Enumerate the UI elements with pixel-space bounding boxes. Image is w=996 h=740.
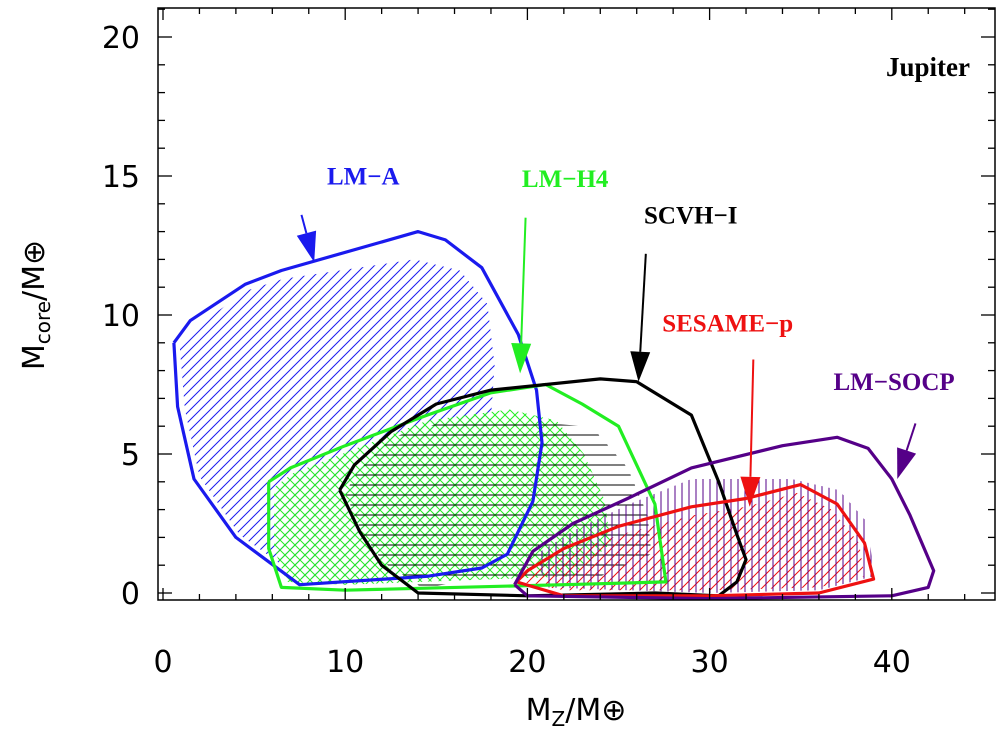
- chart-title: Jupiter: [886, 52, 970, 82]
- y-tick-label: 0: [121, 577, 140, 612]
- x-axis-label-tail: /M: [565, 693, 601, 728]
- arrow-shaft-lm-socp: [905, 423, 917, 451]
- contour-scvh-i: [338, 377, 748, 598]
- series-label-lm-socp: LM−SOCP: [833, 369, 954, 396]
- hatched-regions: [179, 259, 874, 593]
- axis-ticks: 0 10 20 30 40 0 5 10 15 20: [102, 8, 995, 680]
- x-tick-label: 40: [873, 645, 911, 680]
- y-tick-label: 15: [102, 160, 140, 195]
- arrow-head-lm-socp: [897, 447, 917, 479]
- contour-lm-h4: [267, 382, 668, 592]
- x-tick-label: 30: [691, 645, 729, 680]
- series-label-scvh-i: SCVH−I: [644, 202, 737, 229]
- y-axis-label: Mcore/M⊕: [17, 240, 55, 370]
- axes: [157, 7, 996, 601]
- contour-lm-socp: [513, 435, 936, 601]
- arrow-head-lm-h4: [511, 343, 532, 374]
- x-axis-label-main: M: [526, 693, 552, 728]
- x-axis-label-sub2: ⊕: [601, 693, 626, 728]
- x-tick-label: 20: [508, 645, 546, 680]
- y-axis-label-sub2: ⊕: [17, 240, 52, 265]
- arrow-shaft-lm-a: [300, 214, 308, 234]
- contour-outlines: [172, 230, 936, 601]
- x-axis-label-sub: Z: [552, 707, 566, 731]
- contour-sesame-p: [515, 483, 876, 598]
- y-tick-label: 5: [121, 438, 140, 473]
- x-tick-label: 0: [153, 645, 172, 680]
- y-tick-label: 10: [102, 299, 140, 334]
- arrow-shaft-scvh-i: [639, 253, 647, 352]
- series-labels: LM−A LM−H4 SCVH−I SESAME−p LM−SOCP: [327, 163, 955, 396]
- y-tick-label: 20: [102, 21, 140, 56]
- arrow-head-scvh-i: [630, 351, 651, 382]
- x-axis-label: MZ/M⊕: [526, 693, 627, 731]
- plot-frame: [157, 7, 996, 601]
- y-axis-label-sub: core: [31, 301, 55, 344]
- series-label-lm-a: LM−A: [327, 163, 400, 190]
- contour-lm-a: [172, 230, 544, 587]
- arrow-shaft-sesame-p: [749, 359, 755, 477]
- y-axis-label-main: M: [17, 344, 52, 370]
- annotation-arrows: [296, 214, 917, 507]
- arrow-head-sesame-p: [740, 476, 761, 507]
- x-tick-label: 10: [326, 645, 364, 680]
- series-label-lm-h4: LM−H4: [522, 166, 609, 193]
- arrow-shaft-lm-h4: [520, 217, 527, 344]
- y-axis-label-tail: /M: [17, 265, 52, 301]
- series-label-sesame-p: SESAME−p: [662, 311, 793, 338]
- region-lm-socp: [536, 479, 874, 593]
- arrow-head-lm-a: [296, 230, 317, 263]
